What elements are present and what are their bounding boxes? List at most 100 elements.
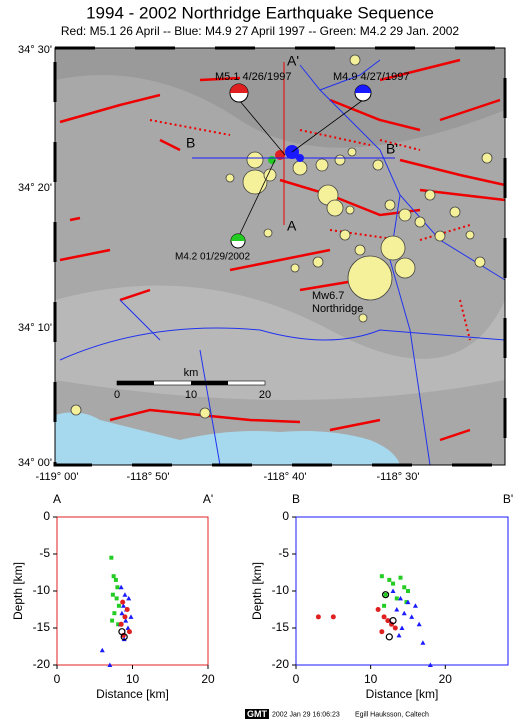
leader-lines	[237, 99, 364, 239]
corner-label: A'	[203, 492, 213, 506]
scale-tick: 10	[185, 389, 197, 401]
map-frame	[54, 47, 506, 466]
x-tick-label: 10	[364, 672, 378, 686]
point	[124, 607, 130, 612]
point	[402, 585, 407, 590]
mainshock-label: Northridge	[312, 303, 363, 315]
lat-label: 34° 30'	[18, 44, 52, 56]
section-label: A	[287, 218, 297, 234]
point	[110, 592, 115, 597]
point	[126, 629, 132, 635]
y-tick-label: 0	[43, 509, 50, 523]
point	[118, 584, 124, 590]
point	[116, 603, 121, 608]
scale-tick: 20	[259, 389, 271, 401]
point	[111, 574, 116, 579]
mainshock-label: Mw6.7	[312, 290, 344, 302]
point	[123, 618, 129, 623]
point	[122, 592, 128, 597]
lat-label: 34° 20'	[18, 182, 52, 194]
point	[381, 614, 387, 620]
point	[385, 618, 391, 624]
point	[118, 621, 124, 627]
gmt-badge	[245, 709, 269, 719]
focal-mechanisms	[229, 83, 372, 249]
point	[401, 610, 407, 616]
ocean	[55, 412, 400, 465]
relief-valley	[55, 285, 505, 400]
scale-bar: km 0 10 20	[114, 367, 271, 401]
gmt-badge-text: GMT	[247, 709, 267, 719]
point	[396, 632, 402, 638]
event-label: M4.9 4/27/1997	[333, 71, 409, 83]
lon-label: -118° 30'	[377, 471, 420, 483]
point	[330, 614, 336, 620]
point	[390, 588, 396, 593]
point	[120, 633, 128, 641]
point	[412, 603, 418, 608]
point	[382, 603, 387, 608]
point	[99, 647, 105, 653]
event-label: M4.2 01/29/2002	[175, 252, 250, 263]
event-label: M5.1 4/26/1997	[215, 71, 291, 83]
point	[120, 599, 126, 605]
point	[112, 611, 117, 616]
x-tick-label: 0	[293, 672, 300, 686]
corner-label: B'	[503, 492, 513, 506]
point	[391, 581, 396, 586]
point	[110, 618, 115, 623]
point	[379, 629, 385, 635]
faults-inferred	[149, 119, 471, 341]
section-label: B	[186, 135, 195, 151]
point	[385, 633, 393, 641]
y-tick-label: -15	[33, 620, 51, 634]
point	[392, 625, 398, 631]
point	[128, 614, 134, 619]
x-tick-label: 10	[126, 672, 140, 686]
footer-author: Egill Hauksson, Caltech	[355, 711, 429, 718]
point	[375, 607, 381, 612]
lon-label: -119° 00'	[36, 471, 79, 483]
y-tick-label: -5	[278, 546, 289, 560]
y-tick-label: -5	[39, 546, 50, 560]
point	[398, 575, 403, 580]
plot-frame	[295, 516, 509, 666]
point	[398, 595, 404, 601]
point	[394, 607, 400, 612]
scale-tick: 0	[114, 389, 120, 401]
point	[107, 662, 113, 667]
lat-label: 34° 00'	[18, 457, 52, 469]
point	[399, 625, 405, 630]
scale-unit: km	[184, 367, 199, 379]
point	[420, 640, 426, 645]
y-tick-label: -10	[33, 583, 51, 597]
corner-label: B	[292, 492, 300, 506]
point	[383, 592, 388, 597]
x-axis-label: Distance [km]	[96, 687, 169, 701]
point	[404, 600, 409, 605]
lon-label: -118° 40'	[264, 471, 307, 483]
x-tick-label: 20	[439, 672, 453, 686]
y-axis-label: Depth [km]	[11, 562, 25, 620]
title: 1994 - 2002 Northridge Earthquake Sequen…	[86, 3, 434, 22]
corner-label: A	[53, 492, 61, 506]
point	[119, 610, 125, 616]
subtitle: Red: M5.1 26 April -- Blue: M4.9 27 Apri…	[61, 24, 460, 38]
y-tick-label: -15	[272, 620, 290, 634]
y-tick-label: 0	[282, 509, 289, 523]
lon-label: -118° 50'	[127, 471, 170, 483]
point	[113, 577, 118, 582]
section-label: A'	[287, 53, 299, 69]
point	[114, 596, 119, 601]
point	[120, 603, 126, 608]
x-tick-label: 20	[201, 672, 215, 686]
point	[394, 596, 399, 601]
map: M5.1 4/26/1997 M4.9 4/27/1997 M4.2 01/29…	[18, 44, 507, 483]
point	[405, 599, 411, 605]
footer-date: 2002 Jan 29 16:06:23	[272, 711, 340, 718]
point	[115, 585, 120, 590]
point	[379, 574, 384, 579]
point	[315, 614, 321, 620]
point	[109, 555, 114, 560]
point	[389, 616, 397, 625]
